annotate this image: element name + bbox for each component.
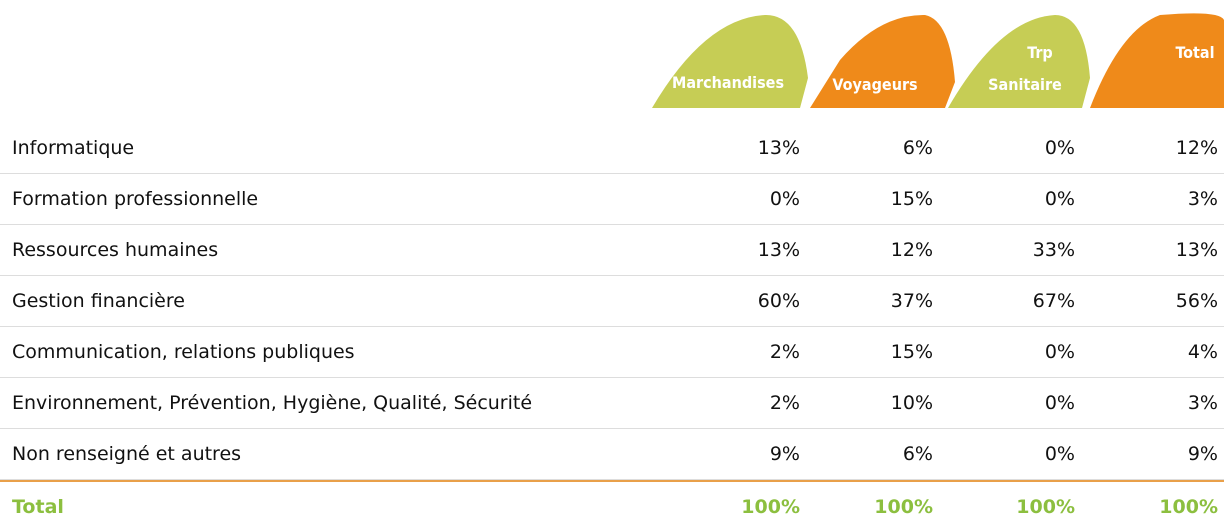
row-label: Formation professionnelle [12, 188, 259, 210]
cell-value: 33% [1032, 239, 1075, 261]
cell-value: 13% [1175, 239, 1218, 261]
table-row: Ressources humaines 13% 12% 33% 13% [0, 225, 1224, 276]
cell-value: 3% [1187, 392, 1218, 414]
cell-value: 9% [769, 443, 800, 465]
table-row: Informatique 13% 6% 0% 12% [0, 123, 1224, 174]
table-row: Non renseigné et autres 9% 6% 0% 9% [0, 429, 1224, 480]
cell-value: 6% [902, 137, 933, 159]
cell-value: 0% [1044, 341, 1075, 363]
tab-shape [652, 14, 808, 108]
total-row: Total 100% 100% 100% 100% [0, 480, 1224, 531]
column-header: Trp [1027, 43, 1052, 62]
cell-value: 13% [757, 239, 800, 261]
cell-value: 56% [1175, 290, 1218, 312]
cell-value: 100% [1016, 496, 1075, 518]
row-label: Ressources humaines [12, 239, 219, 261]
cell-value: 0% [1044, 188, 1075, 210]
cell-value: 10% [890, 392, 933, 414]
table-row: Environnement, Prévention, Hygiène, Qual… [0, 378, 1224, 429]
tab-shape [810, 14, 955, 108]
row-label: Environnement, Prévention, Hygiène, Qual… [12, 392, 533, 414]
cell-value: 15% [890, 188, 933, 210]
row-label: Total [12, 496, 64, 518]
cell-value: 6% [902, 443, 933, 465]
header: Marchandises Voyageurs Trp Sanitaire Total [652, 13, 1224, 108]
cell-value: 15% [890, 341, 933, 363]
cell-value: 0% [1044, 392, 1075, 414]
table-row: Formation professionnelle 0% 15% 0% 3% [0, 174, 1224, 225]
row-label: Communication, relations publiques [12, 341, 355, 363]
cell-value: 2% [769, 392, 800, 414]
cell-value: 100% [1159, 496, 1218, 518]
cell-value: 4% [1187, 341, 1218, 363]
column-header: Total [1175, 43, 1214, 62]
cell-value: 0% [1044, 443, 1075, 465]
tab-shape [1090, 13, 1224, 108]
column-header: Voyageurs [832, 75, 917, 94]
cell-value: 67% [1032, 290, 1075, 312]
column-header: Marchandises [672, 73, 784, 92]
row-label: Non renseigné et autres [12, 443, 242, 465]
cell-value: 100% [874, 496, 933, 518]
cell-value: 13% [757, 137, 800, 159]
row-label: Informatique [12, 137, 135, 159]
table-row: Communication, relations publiques 2% 15% 0… [0, 327, 1224, 378]
tab-shape [948, 15, 1090, 108]
cell-value: 2% [769, 341, 800, 363]
cell-value: 12% [1175, 137, 1218, 159]
cell-value: 37% [890, 290, 933, 312]
cell-value: 12% [890, 239, 933, 261]
cell-value: 9% [1187, 443, 1218, 465]
cell-value: 100% [741, 496, 800, 518]
cell-value: 60% [757, 290, 800, 312]
cell-value: 0% [1044, 137, 1075, 159]
cell-value: 0% [769, 188, 800, 210]
column-header: Sanitaire [988, 75, 1062, 94]
table-row: Gestion financière 60% 37% 67% 56% [0, 276, 1224, 327]
cell-value: 3% [1187, 188, 1218, 210]
row-label: Gestion financière [12, 290, 185, 312]
